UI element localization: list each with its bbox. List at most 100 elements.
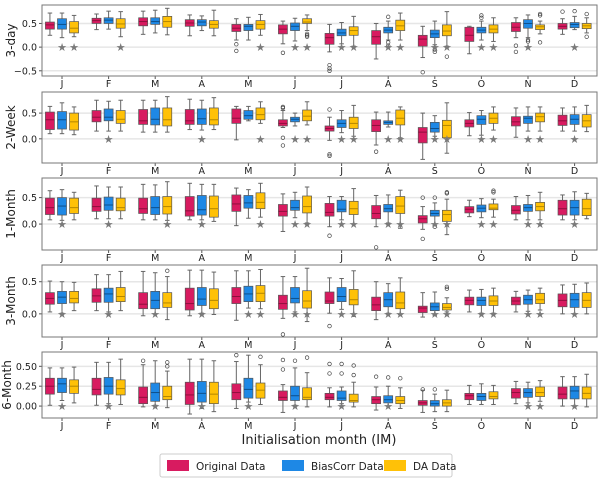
x-tick-label: O xyxy=(478,253,485,264)
box-da-data xyxy=(255,354,266,405)
box-original-data xyxy=(91,361,102,406)
star-marker: ★ xyxy=(337,308,347,321)
box-biascorr-data xyxy=(429,195,440,229)
box-iqr xyxy=(91,377,102,396)
outlier-point xyxy=(280,104,286,110)
box-biascorr-data xyxy=(476,288,487,314)
box-original-data xyxy=(231,18,242,54)
panel-1-month: 0.00.51-Month ★J★F★M★A★M★ ★J★ ★J★ ★A★ ★S★ ★O★ ★… xyxy=(4,177,598,264)
x-tick-label: J xyxy=(339,340,343,351)
box-biascorr-data xyxy=(523,194,533,221)
box-biascorr-data xyxy=(290,358,300,406)
outlier-point xyxy=(537,40,543,45)
star-marker: ★ xyxy=(570,41,580,54)
box-iqr xyxy=(290,199,300,211)
star-marker: ★ xyxy=(523,133,533,146)
star-marker: ★ xyxy=(570,400,580,413)
box-biascorr-data xyxy=(243,354,254,403)
box-original-data xyxy=(91,99,102,132)
box-iqr xyxy=(290,385,300,401)
box-iqr xyxy=(184,381,195,405)
box-biascorr-data xyxy=(476,13,487,41)
box-original-data xyxy=(278,276,288,337)
box-iqr xyxy=(255,192,266,210)
star-marker: ★ xyxy=(104,133,114,146)
box-original-data xyxy=(371,111,381,154)
outlier-point xyxy=(304,34,310,39)
box-original-data xyxy=(45,12,55,36)
box-da-data xyxy=(442,102,452,154)
box-original-data xyxy=(371,22,381,60)
x-tick-label: A xyxy=(385,421,392,432)
y-tick-label: 0.25 xyxy=(16,382,37,393)
box-iqr xyxy=(395,196,406,214)
star-marker: ★ xyxy=(104,400,114,413)
x-tick-label: J xyxy=(293,340,297,351)
star-marker: ★ xyxy=(337,218,347,231)
box-da-data xyxy=(488,287,499,314)
star-marker: ★ xyxy=(302,308,312,321)
box-original-data xyxy=(91,185,102,220)
box-original-data xyxy=(557,9,568,35)
outlier-point xyxy=(327,153,332,158)
box-original-data xyxy=(184,269,195,317)
x-tick-label: F xyxy=(106,421,111,432)
outlier-point xyxy=(537,11,543,17)
box-original-data xyxy=(138,10,148,35)
box-iqr xyxy=(184,109,195,125)
box-iqr xyxy=(464,296,475,306)
box-iqr xyxy=(535,292,545,304)
plot-frame xyxy=(41,264,598,338)
star-marker: ★ xyxy=(57,400,67,413)
x-tick-label: A xyxy=(199,166,206,177)
x-tick-label: M xyxy=(151,166,159,177)
box-original-data xyxy=(557,194,568,221)
box-da-data xyxy=(442,389,452,413)
star-marker: ★ xyxy=(243,400,253,413)
box-biascorr-data xyxy=(476,198,487,219)
star-marker: ★ xyxy=(570,218,580,231)
box-iqr xyxy=(336,199,347,213)
x-tick-label: A xyxy=(385,166,392,177)
x-tick-label: O xyxy=(478,340,485,351)
box-da-data xyxy=(395,12,406,41)
box-da-data xyxy=(115,11,126,38)
outlier-point xyxy=(327,371,332,376)
outlier-point xyxy=(432,47,437,52)
outlier-point xyxy=(491,190,496,195)
star-marker: ★ xyxy=(57,308,67,321)
box-original-data xyxy=(138,270,148,317)
x-tick-label: J xyxy=(293,79,297,90)
box-iqr xyxy=(488,391,499,400)
star-marker: ★ xyxy=(489,41,499,54)
box-iqr xyxy=(488,203,499,211)
star-marker: ★ xyxy=(535,133,545,146)
box-iqr xyxy=(278,390,288,401)
star-marker: ★ xyxy=(430,133,440,146)
box-original-data xyxy=(417,292,428,318)
x-tick-label: J xyxy=(293,253,297,264)
outlier-point xyxy=(351,363,356,368)
plot-area xyxy=(42,178,597,250)
box-da-data xyxy=(115,270,126,312)
y-tick-label: 0.50 xyxy=(16,362,37,373)
star-marker: ★ xyxy=(349,308,359,321)
box-original-data xyxy=(324,277,335,329)
box-da-data xyxy=(209,360,219,413)
plot-area xyxy=(42,92,597,163)
outlier-point xyxy=(258,354,263,359)
box-da-data xyxy=(535,106,545,132)
box-biascorr-data xyxy=(336,22,347,45)
outlier-point xyxy=(304,33,310,38)
outlier-point xyxy=(165,268,170,273)
box-da-data xyxy=(162,96,173,133)
box-iqr xyxy=(103,196,114,211)
x-tick-label: D xyxy=(571,79,578,90)
outlier-point xyxy=(432,49,437,55)
box-da-data xyxy=(255,13,266,36)
outlier-point xyxy=(386,43,391,48)
box-iqr xyxy=(196,381,207,403)
x-tick-label: J xyxy=(60,421,64,432)
outlier-point xyxy=(327,107,332,112)
outlier-point xyxy=(398,376,403,381)
